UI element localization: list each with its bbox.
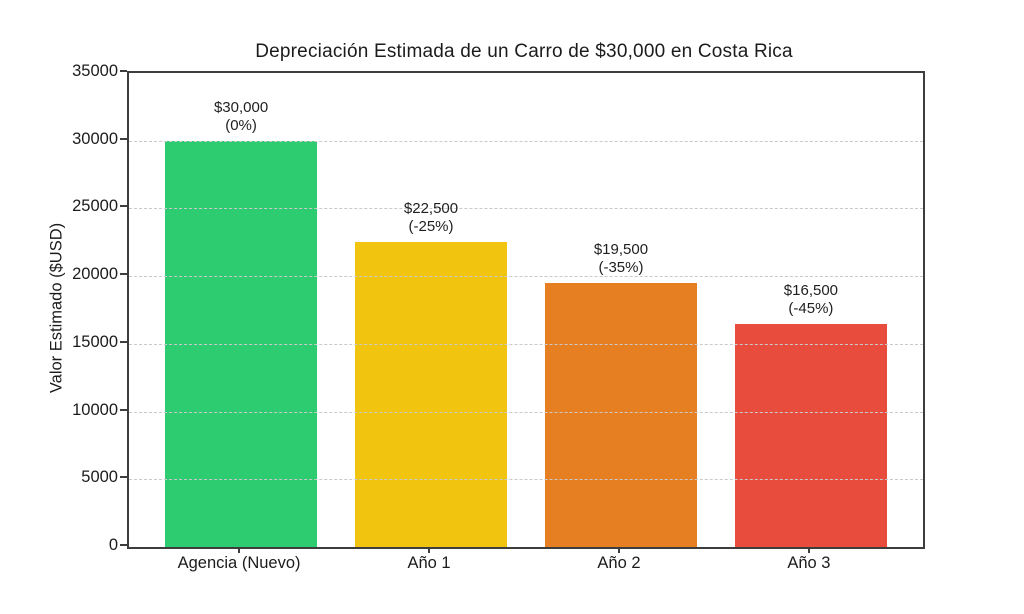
y-tick-label: 25000 (72, 197, 118, 216)
y-tick-mark (120, 544, 127, 546)
bar-annotation-3: $16,500 (-45%) (726, 282, 896, 318)
y-tick-mark (120, 205, 127, 208)
bar-annotation-line: (-35%) (598, 258, 644, 276)
bar-1 (355, 242, 507, 547)
gridline (129, 411, 923, 413)
y-tick-mark (120, 137, 127, 140)
bar-annotation-line: $22,500 (403, 200, 459, 218)
bar-annotation-1: $22,500 (-25%) (346, 200, 516, 236)
bar-annotation-line: $30,000 (213, 98, 269, 116)
bar-3 (734, 323, 887, 547)
gridline (129, 140, 923, 142)
x-tick-mark (617, 547, 620, 553)
y-tick-mark (120, 340, 127, 343)
x-tick-mark (807, 547, 810, 553)
plot-area: $30,000 (0%) $22,500 (-25%) $19,500 (-35%) $16… (127, 71, 925, 549)
bar-annotation-line: $16,500 (783, 281, 839, 299)
bar-2 (544, 282, 697, 547)
x-tick-label-2: Año 2 (597, 554, 641, 572)
x-tick-label-1: Año 1 (407, 554, 451, 572)
y-tick-label: 10000 (72, 400, 118, 419)
y-tick-label: 20000 (72, 265, 118, 284)
bar-annotation-line: (0%) (225, 116, 257, 134)
y-tick-mark (120, 273, 127, 276)
x-tick-mark (428, 547, 431, 553)
y-tick-label: 15000 (72, 332, 118, 351)
gridline (129, 276, 923, 278)
y-tick-mark (120, 408, 127, 411)
y-tick-mark (120, 476, 127, 479)
bar-annotation-0: $30,000 (0%) (156, 99, 326, 135)
y-tick-label: 30000 (72, 129, 118, 148)
x-tick-label-0: Agencia (Nuevo) (177, 554, 301, 572)
y-axis-label: Valor Estimado ($USD) (47, 222, 66, 394)
gridline (129, 479, 923, 481)
chart-title: Depreciación Estimada de un Carro de $30… (255, 41, 793, 62)
x-tick-mark (238, 547, 241, 553)
x-tick-label-3: Año 3 (787, 554, 831, 572)
y-tick-label: 0 (108, 536, 118, 554)
gridline (129, 343, 923, 345)
bar-annotation-line: (-45%) (788, 299, 834, 317)
y-tick-label: 35000 (72, 62, 118, 80)
bar-annotation-line: (-25%) (408, 218, 454, 236)
bar-annotation-line: $19,500 (593, 240, 649, 258)
y-tick-mark (120, 70, 127, 72)
y-tick-label: 5000 (81, 468, 118, 487)
gridline (129, 208, 923, 210)
bar-annotation-2: $19,500 (-35%) (536, 241, 706, 277)
